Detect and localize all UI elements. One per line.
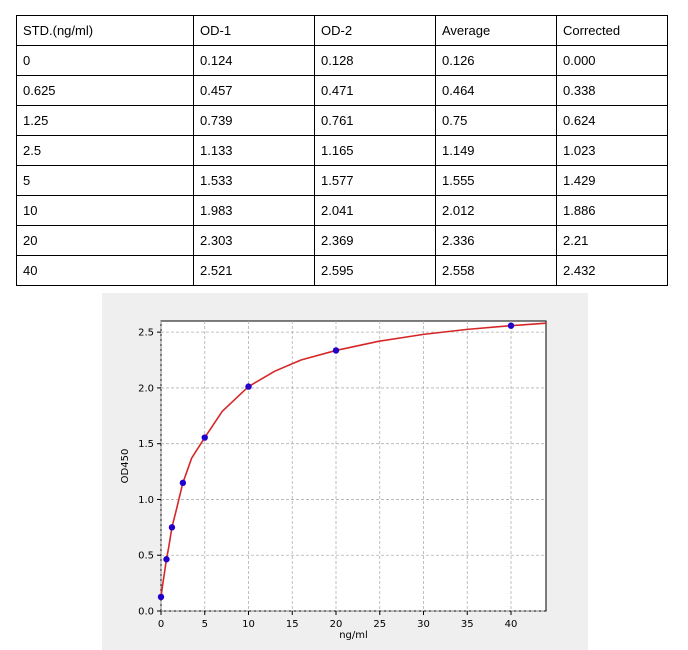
x-tick-label: 40 (505, 619, 518, 630)
table-cell: 1.133 (193, 135, 315, 166)
table-cell: 2.012 (435, 195, 557, 226)
table-cell: 0 (16, 45, 194, 76)
x-tick-label: 35 (461, 619, 474, 630)
table-cell: 2.336 (435, 225, 557, 256)
table-cell: 10 (16, 195, 194, 226)
table-cell: 1.165 (314, 135, 436, 166)
table-header-cell: Corrected (556, 15, 668, 46)
table-cell: 2.041 (314, 195, 436, 226)
table-cell: 0.624 (556, 105, 668, 136)
x-tick-label: 30 (417, 619, 430, 630)
table-row: 40 2.521 2.595 2.558 2.432 (16, 255, 668, 286)
x-tick-label: 10 (242, 619, 255, 630)
y-tick-label: 0.5 (138, 551, 154, 562)
table-cell: 2.303 (193, 225, 315, 256)
data-point (168, 524, 176, 531)
chart-svg: 0 5 10 15 20 25 30 35 40 0.0 0.5 1.0 1.5 2.0 2.5 ng/ml… (120, 320, 547, 641)
standard-curve-chart: 0 5 10 15 20 25 30 35 40 0.0 0.5 1.0 1.5 2.0 2.5 ng/ml… (102, 293, 588, 650)
table-cell: 1.983 (193, 195, 315, 226)
table-cell: 1.577 (314, 165, 436, 196)
data-point (245, 383, 252, 390)
x-axis-label: ng/ml (339, 630, 368, 641)
table-cell: 1.533 (193, 165, 315, 196)
x-tick-label: 15 (286, 619, 299, 630)
table-cell: 2.521 (193, 255, 315, 286)
y-tick-label: 1.5 (138, 439, 154, 450)
table-cell: 2.432 (556, 255, 668, 286)
table-row: 20 2.303 2.369 2.336 2.21 (16, 225, 668, 256)
table-header-cell: STD.(ng/ml) (16, 15, 194, 46)
table-row: 5 1.533 1.577 1.555 1.429 (16, 165, 668, 196)
data-point (201, 434, 208, 441)
data-point (163, 556, 170, 563)
table-cell: 1.023 (556, 135, 668, 166)
y-tick-label: 0.0 (138, 607, 154, 618)
table-cell: 1.555 (435, 165, 557, 196)
table-header-row: STD.(ng/ml) OD-1 OD-2 Average Corrected (16, 15, 668, 46)
table-row: 10 1.983 2.041 2.012 1.886 (16, 195, 668, 226)
data-point (332, 347, 340, 354)
table-cell: 0.457 (193, 75, 315, 106)
table-header-cell: Average (435, 15, 557, 46)
standard-curve-table: STD.(ng/ml) OD-1 OD-2 Average Corrected 0 0.12… (16, 15, 668, 286)
y-tick-label: 1.0 (138, 495, 154, 506)
table-cell: 2.21 (556, 225, 668, 256)
x-tick-label: 25 (373, 619, 386, 630)
table-cell: 5 (16, 165, 194, 196)
x-tick-label: 0 (158, 619, 164, 630)
table-row: 1.25 0.739 0.761 0.75 0.624 (16, 105, 668, 136)
y-axis-label: OD450 (120, 449, 131, 484)
table-cell: 20 (16, 225, 194, 256)
data-point (179, 479, 187, 487)
table-cell: 0.471 (314, 75, 436, 106)
table-cell: 0.338 (556, 75, 668, 106)
table-cell: 0.128 (314, 45, 436, 76)
table-cell: 0.739 (193, 105, 315, 136)
plot-area (160, 320, 547, 612)
data-point (507, 322, 515, 329)
table-cell: 0.464 (435, 75, 557, 106)
y-tick-label: 2.0 (138, 383, 154, 394)
table-row: 0 0.124 0.128 0.126 0.000 (16, 45, 668, 76)
table-cell: 1.886 (556, 195, 668, 226)
table-cell: 1.149 (435, 135, 557, 166)
table-cell: 0.124 (193, 45, 315, 76)
table-cell: 2.595 (314, 255, 436, 286)
table-cell: 1.429 (556, 165, 668, 196)
table-cell: 2.558 (435, 255, 557, 286)
table-cell: 2.369 (314, 225, 436, 256)
table-cell: 0.625 (16, 75, 194, 106)
table-header-cell: OD-2 (314, 15, 436, 46)
table-cell: 0.75 (435, 105, 557, 136)
table-cell: 0.126 (435, 45, 557, 76)
table-cell: 40 (16, 255, 194, 286)
table-cell: 0.761 (314, 105, 436, 136)
table-cell: 2.5 (16, 135, 194, 166)
table-cell: 1.25 (16, 105, 194, 136)
data-point (157, 593, 165, 601)
x-tick-label: 5 (202, 619, 208, 630)
x-tick-label: 20 (330, 619, 343, 630)
table-cell: 0.000 (556, 45, 668, 76)
table-row: 2.5 1.133 1.165 1.149 1.023 (16, 135, 668, 166)
table-row: 0.625 0.457 0.471 0.464 0.338 (16, 75, 668, 106)
table-header-cell: OD-1 (193, 15, 315, 46)
y-tick-label: 2.5 (138, 328, 154, 339)
